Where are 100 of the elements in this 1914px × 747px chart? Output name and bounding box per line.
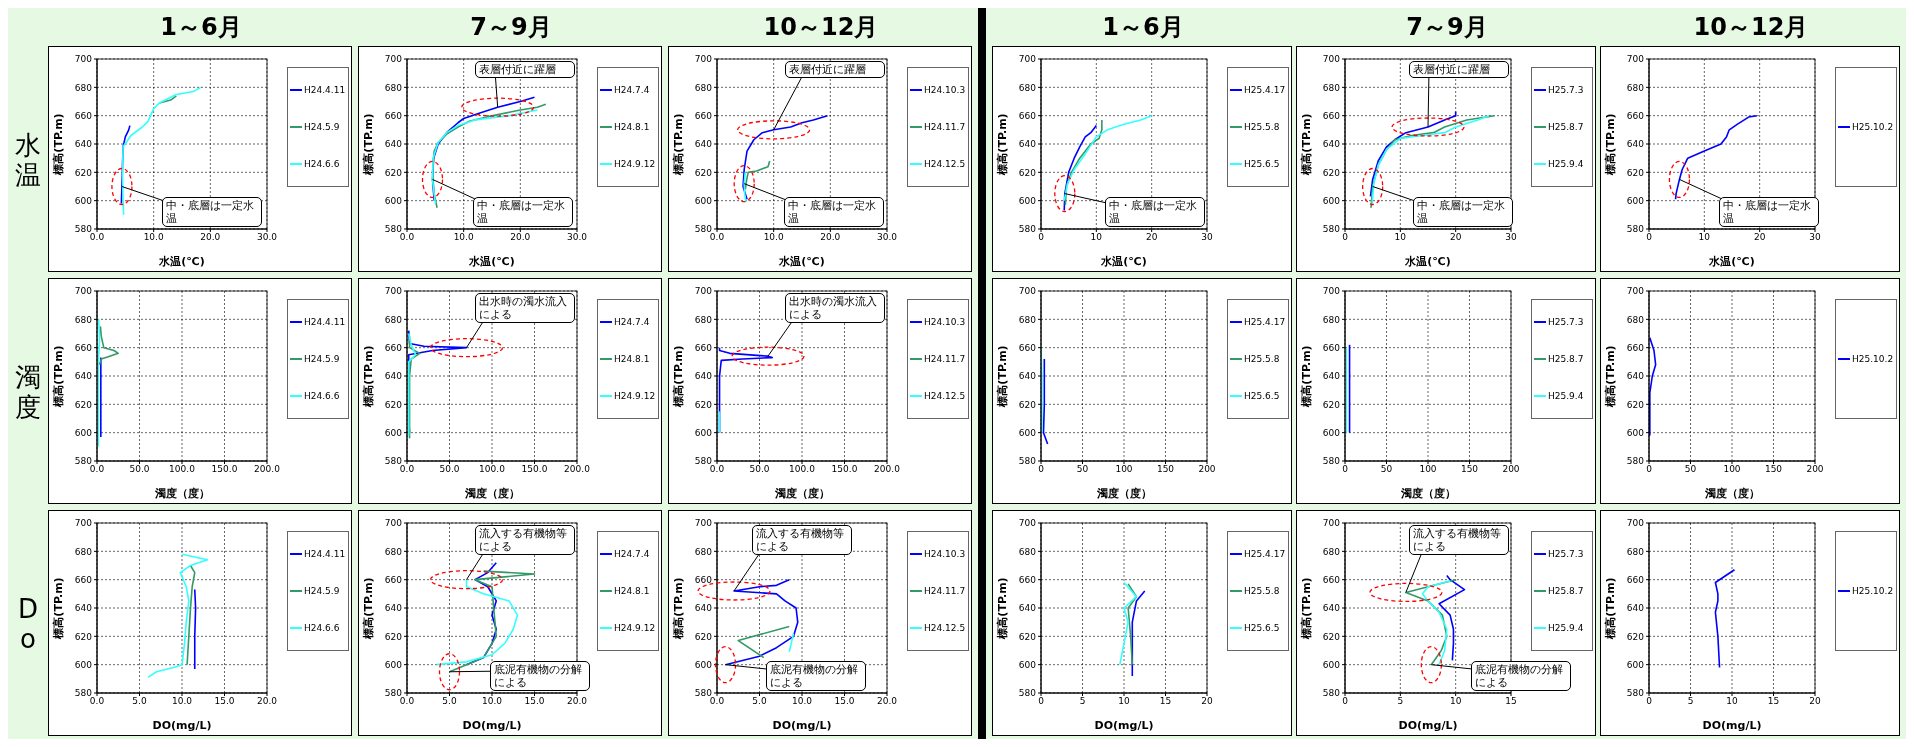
- legend-label: H25.8.7: [1548, 353, 1584, 364]
- legend-label: H25.4.17: [1244, 317, 1286, 328]
- y-tick-label: 600: [1322, 659, 1341, 670]
- x-tick-label: 30.0: [566, 232, 588, 243]
- chart-title: 7～9月: [469, 12, 553, 43]
- x-tick-label: 10: [1726, 696, 1738, 707]
- y-tick-label: 620: [384, 167, 403, 178]
- y-tick-label: 680: [1626, 546, 1645, 557]
- x-tick-label: 100: [1115, 464, 1133, 475]
- x-tick-label: 5: [1397, 696, 1404, 707]
- y-tick-label: 680: [384, 314, 403, 325]
- legend-label: H24.9.12: [614, 158, 656, 169]
- x-tick-label: 200.0: [564, 464, 591, 475]
- x-tick-label: 30: [1809, 232, 1821, 243]
- x-tick-label: 5.0: [132, 696, 147, 707]
- y-tick-label: 640: [1626, 371, 1645, 382]
- y-tick-label: 580: [1626, 224, 1645, 235]
- y-tick-label: 600: [1322, 427, 1341, 438]
- y-tick-label: 700: [1626, 518, 1645, 529]
- y-tick-label: 640: [694, 139, 713, 150]
- y-tick-label: 580: [694, 456, 713, 467]
- y-tick-label: 580: [384, 456, 403, 467]
- legend-label: H25.5.8: [1244, 585, 1280, 596]
- chart-title: 10～12月: [762, 12, 880, 43]
- legend-label: H24.6.6: [304, 390, 340, 401]
- legend-label: H25.10.2: [1852, 354, 1894, 364]
- y-tick-label: 640: [384, 371, 403, 382]
- y-tick-label: 680: [694, 314, 713, 325]
- y-tick-label: 660: [384, 342, 403, 353]
- legend-label: H24.10.3: [924, 549, 966, 560]
- x-axis-title: 濁度（度）: [463, 487, 520, 500]
- legend-label: H25.9.4: [1548, 390, 1584, 401]
- y-tick-label: 640: [1322, 371, 1341, 382]
- x-axis-title: 水温(℃): [1100, 255, 1147, 268]
- annotation: 中・底層は一定水温: [784, 197, 885, 227]
- y-tick-label: 700: [1626, 286, 1645, 297]
- y-axis-title: 標高(TP.m): [996, 345, 1009, 408]
- y-tick-label: 620: [1018, 399, 1037, 410]
- y-tick-label: 640: [1018, 139, 1037, 150]
- y-tick-label: 660: [74, 342, 93, 353]
- y-tick-label: 660: [74, 110, 93, 121]
- x-tick-label: 30: [1505, 232, 1517, 243]
- y-tick-label: 640: [1626, 139, 1645, 150]
- x-tick-label: 20.0: [256, 696, 278, 707]
- y-tick-label: 680: [1322, 546, 1341, 557]
- x-axis-title: 濁度（度）: [1703, 487, 1760, 500]
- chart-title: 7～9月: [1405, 12, 1489, 43]
- y-tick-label: 680: [1018, 82, 1037, 93]
- x-axis-title: DO(mg/L): [772, 719, 832, 732]
- y-tick-label: 660: [694, 574, 713, 585]
- y-tick-label: 700: [74, 54, 93, 65]
- y-tick-label: 600: [1626, 659, 1645, 670]
- y-tick-label: 700: [694, 54, 713, 65]
- x-axis-title: DO(mg/L): [1398, 719, 1458, 732]
- y-tick-label: 660: [384, 574, 403, 585]
- y-axis-title: 標高(TP.m): [672, 345, 685, 408]
- y-tick-label: 700: [694, 286, 713, 297]
- y-tick-label: 620: [1018, 167, 1037, 178]
- x-tick-label: 10.0: [763, 232, 784, 243]
- y-tick-label: 700: [74, 286, 93, 297]
- legend-label: H24.5.9: [304, 353, 340, 364]
- x-tick-label: 50.0: [749, 464, 770, 475]
- x-tick-label: 0: [1342, 464, 1349, 475]
- y-tick-label: 620: [1018, 631, 1037, 642]
- x-tick-label: 100: [1723, 464, 1741, 475]
- x-tick-label: 0: [1646, 232, 1653, 243]
- y-tick-label: 680: [74, 314, 93, 325]
- x-tick-label: 200.0: [874, 464, 901, 475]
- y-tick-label: 620: [74, 399, 93, 410]
- annotation: 出水時の濁水流入による: [475, 293, 575, 323]
- x-tick-label: 0.0: [89, 464, 105, 475]
- y-tick-label: 580: [1018, 688, 1037, 699]
- x-tick-label: 20.0: [566, 696, 588, 707]
- y-tick-label: 600: [694, 659, 713, 670]
- y-tick-label: 580: [1322, 456, 1341, 467]
- x-axis-title: 水温(℃): [778, 255, 825, 268]
- y-tick-label: 700: [384, 286, 403, 297]
- y-tick-label: 700: [384, 54, 403, 65]
- y-tick-label: 600: [74, 427, 93, 438]
- x-axis-title: DO(mg/L): [152, 719, 212, 732]
- legend-label: H25.5.8: [1244, 121, 1280, 132]
- legend-label: H24.12.5: [924, 622, 966, 633]
- x-tick-label: 15.0: [834, 696, 855, 707]
- legend-label: H24.4.11: [304, 549, 346, 560]
- x-tick-label: 20: [1809, 696, 1821, 707]
- annotation: 中・底層は一定水温: [1104, 197, 1205, 227]
- legend-label: H25.8.7: [1548, 121, 1584, 132]
- y-tick-label: 620: [694, 399, 713, 410]
- y-tick-label: 580: [694, 688, 713, 699]
- x-tick-label: 150: [1156, 464, 1175, 475]
- legend-label: H25.4.17: [1244, 549, 1286, 560]
- x-tick-label: 0: [1342, 696, 1349, 707]
- x-tick-label: 20.0: [200, 232, 221, 243]
- y-tick-label: 680: [694, 546, 713, 557]
- y-tick-label: 640: [74, 603, 93, 614]
- x-tick-label: 150: [1460, 464, 1479, 475]
- x-tick-label: 50.0: [439, 464, 460, 475]
- x-tick-label: 15: [1505, 696, 1517, 707]
- y-tick-label: 640: [694, 603, 713, 614]
- x-tick-label: 0.0: [399, 464, 415, 475]
